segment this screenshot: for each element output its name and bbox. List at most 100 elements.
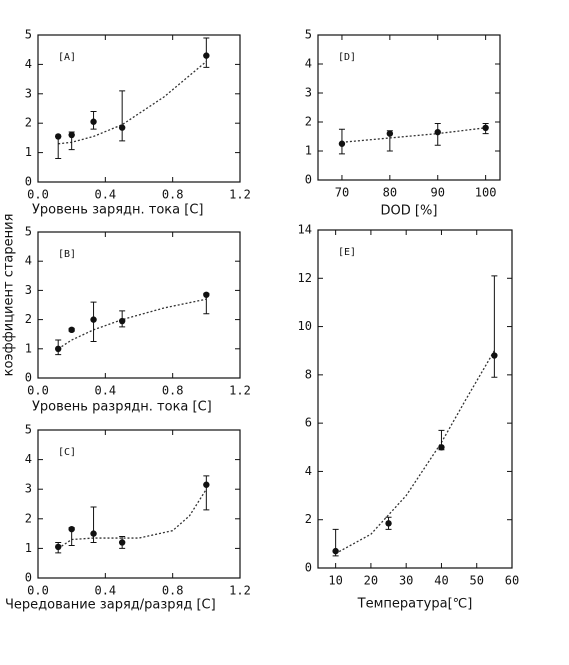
data-point [68, 131, 75, 139]
x-tick-label: 40 [434, 574, 448, 588]
data-point [385, 520, 392, 527]
x-tick-label: 70 [335, 186, 349, 200]
data-point [203, 291, 210, 298]
panel-annotation: [E] [338, 247, 356, 258]
x-tick-label: 0.8 [162, 584, 184, 598]
data-point [203, 481, 210, 488]
trend-curve [57, 488, 207, 549]
y-tick-label: 3 [25, 86, 32, 100]
y-tick-label: 14 [298, 223, 312, 237]
error-bar [90, 506, 97, 543]
x-tick-label: 1.2 [229, 188, 251, 202]
x-tick-label: 80 [383, 186, 397, 200]
x-tick-label: 0.0 [27, 584, 49, 598]
data-point [55, 543, 62, 551]
data-point [90, 316, 97, 323]
data-point [118, 317, 126, 325]
x-tick-label: 0.8 [162, 188, 184, 202]
data-point [68, 326, 75, 334]
x-tick-label: 60 [505, 574, 519, 588]
y-tick-label: 4 [25, 57, 32, 71]
y-tick-label: 4 [25, 452, 32, 466]
y-axis-label: коэффициент старения [2, 214, 17, 377]
data-point [90, 530, 97, 537]
trend-curve [341, 127, 486, 143]
data-point [332, 547, 339, 555]
y-tick-label: 6 [305, 416, 312, 430]
y-tick-label: 3 [305, 86, 312, 100]
data-point [55, 133, 62, 140]
error-bar [203, 475, 210, 511]
data-point [434, 128, 441, 136]
error-bar [119, 90, 126, 142]
x-axis-label: Чередование заряд/разряд [C] [5, 598, 216, 613]
data-point [90, 118, 97, 125]
data-point [491, 352, 498, 359]
plot-frame [37, 429, 241, 579]
y-tick-label: 2 [25, 312, 32, 326]
y-tick-label: 12 [298, 271, 312, 285]
x-tick-label: 0.4 [94, 584, 116, 598]
x-axis-label: Уровень разрядн. тока [C] [32, 400, 212, 415]
x-tick-label: 0.0 [27, 188, 49, 202]
x-tick-label: 0.8 [162, 384, 184, 398]
y-tick-label: 1 [25, 341, 32, 355]
plot-frame [37, 231, 241, 379]
panel-annotation: [B] [58, 249, 76, 260]
data-point [68, 525, 75, 533]
trend-curve [57, 298, 207, 350]
x-tick-label: 100 [475, 186, 497, 200]
y-tick-label: 1 [25, 541, 32, 555]
plot-frame [317, 229, 513, 569]
data-point [386, 130, 394, 137]
x-tick-label: 0.4 [94, 384, 116, 398]
panel-annotation: [A] [58, 52, 76, 63]
y-tick-label: 5 [25, 423, 32, 437]
y-tick-label: 10 [298, 319, 312, 333]
data-point [55, 345, 62, 352]
panel-annotation: [C] [58, 447, 76, 458]
y-tick-label: 5 [25, 225, 32, 239]
plot-frame [317, 34, 501, 181]
panel-annotation: [D] [338, 52, 356, 63]
y-tick-label: 4 [305, 464, 312, 478]
data-point [438, 444, 445, 451]
x-tick-label: 50 [470, 574, 484, 588]
data-point [338, 140, 346, 147]
y-tick-label: 0 [25, 371, 32, 385]
y-tick-label: 2 [25, 511, 32, 525]
y-tick-label: 4 [25, 254, 32, 268]
y-tick-label: 0 [25, 175, 32, 189]
x-tick-label: 1.2 [229, 584, 251, 598]
x-tick-label: 20 [364, 574, 378, 588]
error-bar [491, 275, 498, 378]
y-tick-label: 0 [305, 561, 312, 575]
y-tick-label: 0 [25, 571, 32, 585]
trend-curve [335, 350, 495, 555]
y-tick-label: 1 [305, 144, 312, 158]
data-point [482, 124, 489, 131]
x-axis-label: DOD [%] [381, 204, 438, 219]
y-tick-label: 1 [25, 145, 32, 159]
y-tick-label: 3 [25, 283, 32, 297]
y-tick-label: 0 [305, 173, 312, 187]
x-tick-label: 90 [431, 186, 445, 200]
x-tick-label: 0.0 [27, 384, 49, 398]
trend-curve [58, 60, 207, 145]
data-point [118, 124, 126, 131]
y-tick-label: 8 [305, 367, 312, 381]
x-tick-label: 0.4 [94, 188, 116, 202]
x-tick-label: 10 [328, 574, 342, 588]
y-tick-label: 3 [25, 482, 32, 496]
y-tick-label: 2 [25, 116, 32, 130]
plot-frame [37, 34, 241, 183]
data-point [118, 539, 126, 546]
x-tick-label: 1.2 [229, 384, 251, 398]
x-axis-label: Уровень зарядн. тока [C] [32, 203, 203, 218]
y-tick-label: 2 [305, 512, 312, 526]
y-tick-label: 5 [25, 28, 32, 42]
y-tick-label: 5 [305, 28, 312, 42]
error-bar [55, 135, 62, 159]
y-tick-label: 4 [305, 57, 312, 71]
